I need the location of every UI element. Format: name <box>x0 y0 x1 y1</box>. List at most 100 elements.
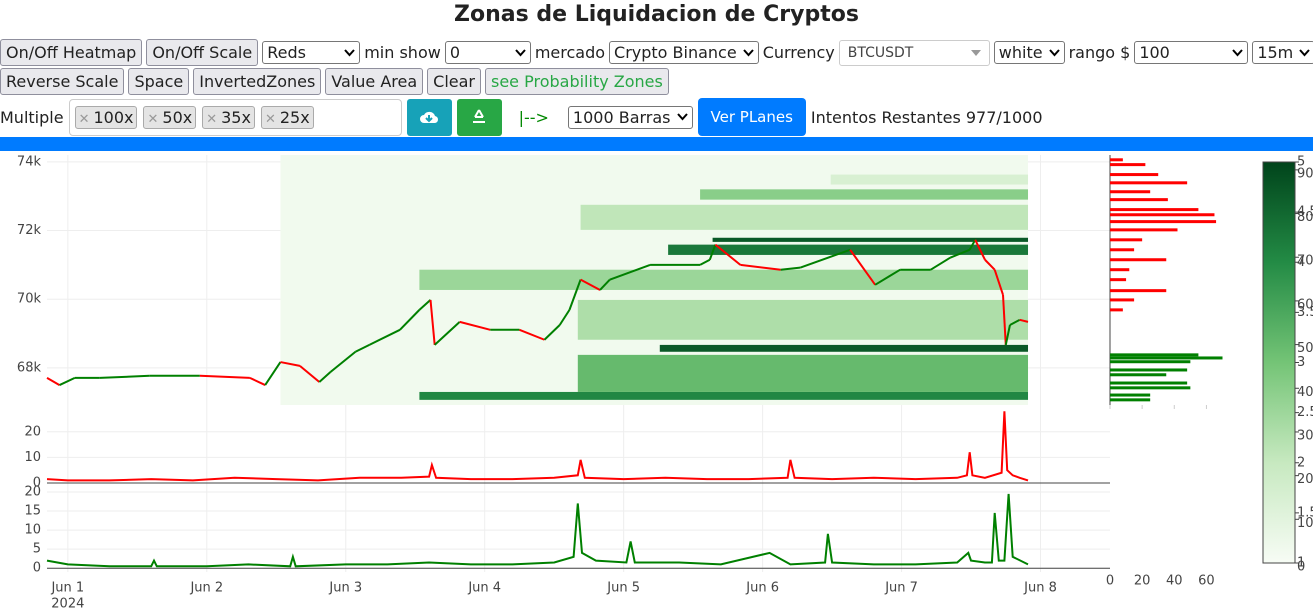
profile-bar <box>1110 228 1178 232</box>
liquidation-zone <box>712 237 1029 242</box>
price-segment <box>580 278 601 291</box>
price-segment <box>280 361 301 367</box>
multiplier-tag[interactable]: ✕ 35x <box>202 105 255 129</box>
multiplier-tag[interactable]: ✕ 25x <box>260 105 314 129</box>
price-segment <box>1019 318 1029 323</box>
price-segment <box>459 320 491 331</box>
volume-line <box>46 411 1029 482</box>
recycle-button[interactable] <box>456 98 502 136</box>
price-segment <box>740 263 781 271</box>
min-show-select[interactable]: 0 <box>444 41 531 64</box>
plans-button[interactable]: Ver PLanes <box>697 98 806 136</box>
colorbar-label: 20 <box>1297 472 1313 487</box>
price-segment <box>930 256 951 271</box>
y-tick-label: 20 <box>24 424 41 439</box>
x-tick-label: Jun 5 <box>606 581 640 596</box>
heatmap-button[interactable]: On/Off Heatmap <box>0 39 143 66</box>
colorbar-label: 4 <box>1297 255 1305 270</box>
profile-bar <box>1110 258 1167 262</box>
download-button[interactable] <box>406 98 452 136</box>
theme-select[interactable]: white <box>993 41 1065 64</box>
tag-text: 50x <box>162 107 193 127</box>
liquidation-zone <box>419 391 1029 400</box>
price-segment <box>874 268 901 286</box>
liquidation-zone <box>659 344 1029 352</box>
x-tick-label: Jun 2 <box>189 581 223 596</box>
profile-bar <box>1110 190 1151 194</box>
tag-text: 25x <box>279 107 310 127</box>
toolbar-button[interactable]: Clear <box>427 68 481 95</box>
color-select[interactable]: Reds <box>262 41 361 64</box>
price-segment <box>368 328 401 346</box>
profile-bar <box>1110 373 1167 377</box>
select-value: BTCUSDT <box>847 44 914 61</box>
year-label: 2024 <box>51 597 84 612</box>
remove-icon[interactable]: ✕ <box>206 111 218 127</box>
profile-bar <box>1110 268 1130 272</box>
colorbar-label: 5 <box>1297 155 1305 170</box>
colorbar-label: 10 <box>1297 516 1313 531</box>
price-segment <box>543 324 561 341</box>
price-segment <box>434 321 461 346</box>
attempts-text: Intentos Restantes 977/1000 <box>810 107 1043 127</box>
y-tick-label: 68k <box>17 360 42 375</box>
liquidation-zone <box>577 354 1029 392</box>
range-select[interactable]: 100 <box>1134 41 1249 64</box>
price-segment <box>418 299 432 311</box>
price-segment <box>329 350 357 373</box>
profile-bar <box>1110 381 1188 385</box>
remove-icon[interactable]: ✕ <box>78 111 90 127</box>
price-segment <box>968 239 977 251</box>
probability-button[interactable]: see Probability Zones <box>485 68 669 95</box>
price-segment <box>849 249 876 286</box>
colorbar-label: 80 <box>1297 210 1313 225</box>
interval-select[interactable]: 15m <box>1252 41 1313 64</box>
price-segment <box>599 278 611 291</box>
colorbar-label: 1 <box>1297 556 1305 571</box>
price-segment <box>519 328 545 341</box>
x-tick-label: Jun 4 <box>467 581 501 596</box>
price-segment <box>568 279 582 311</box>
market-select[interactable]: Crypto Binance <box>609 41 759 64</box>
multiplier-tag[interactable]: ✕ 50x <box>143 105 197 129</box>
price-segment <box>984 259 996 271</box>
profile-bar <box>1110 173 1159 177</box>
toolbar-button[interactable]: InvertedZones <box>193 68 322 95</box>
x-tick-label: 20 <box>1134 574 1151 589</box>
colorbar-label: 0 <box>1297 560 1305 575</box>
profile-bar <box>1110 386 1191 390</box>
x-tick-label: Jun 6 <box>745 581 779 596</box>
y-tick-label: 5 <box>33 542 41 557</box>
toolbar-row: Multiple ✕ 100x ✕ 50x ✕ 35x ✕ 25x |--> 1000 Bar… <box>0 98 1043 136</box>
remove-icon[interactable]: ✕ <box>264 111 276 127</box>
bars-select[interactable]: 1000 Barras <box>567 105 693 129</box>
colorbar-label: 70 <box>1297 254 1313 269</box>
toolbar-button[interactable]: Space <box>128 68 190 95</box>
x-tick-label: Jun 7 <box>884 581 918 596</box>
remove-icon[interactable]: ✕ <box>147 111 159 127</box>
label: mercado <box>534 43 606 62</box>
profile-bar <box>1110 220 1217 224</box>
price-segment <box>1002 294 1007 345</box>
toolbar-button[interactable]: Reverse Scale <box>0 68 125 95</box>
multiplier-box[interactable]: ✕ 100x ✕ 50x ✕ 35x ✕ 25x <box>68 98 402 136</box>
colorbar-label: 3 <box>1297 355 1305 370</box>
profile-bar <box>1110 368 1188 372</box>
profile-bar <box>1110 213 1215 217</box>
page-title: Zonas de Liquidacion de Cryptos <box>454 2 859 27</box>
volume-line <box>46 493 1029 568</box>
scale-button[interactable]: On/Off Scale <box>146 39 259 66</box>
colorbar-label: 1.5 <box>1297 505 1313 520</box>
price-segment <box>399 309 421 331</box>
multiplier-tag[interactable]: ✕ 100x <box>74 105 138 129</box>
y-tick-label: 70k <box>17 292 42 307</box>
colorbar-label: 2.5 <box>1297 405 1313 420</box>
select-value: white <box>998 43 1043 62</box>
currency-select[interactable]: BTCUSDT <box>838 39 990 66</box>
toolbar-button[interactable]: Value Area <box>325 68 424 95</box>
price-segment <box>264 361 282 386</box>
label: min show <box>364 43 441 62</box>
y-tick-label: 0 <box>33 475 41 490</box>
